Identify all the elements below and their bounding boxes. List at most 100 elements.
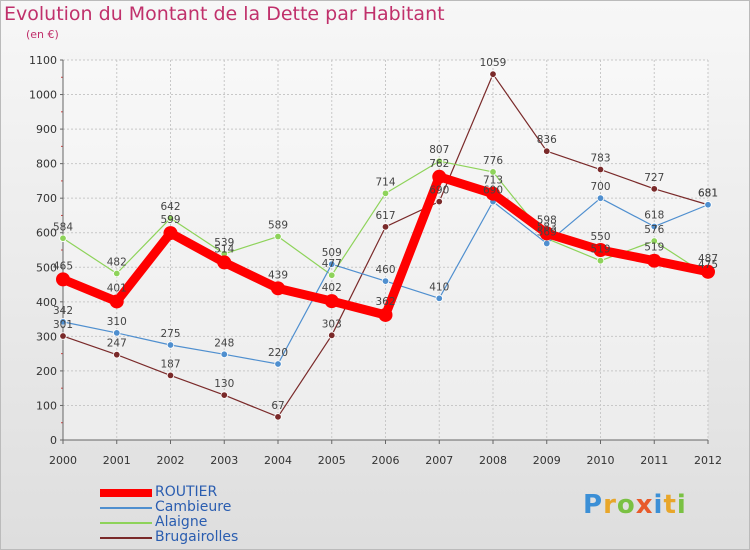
data-label-routier: 402 <box>322 282 342 294</box>
data-label-alaigne: 807 <box>429 144 449 156</box>
data-label-cambieure: 690 <box>483 185 503 197</box>
data-label-alaigne: 584 <box>53 221 73 233</box>
data-label-routier: 598 <box>537 214 557 226</box>
x-tick-label: 2007 <box>425 454 453 467</box>
proxiti-logo: Proxiti <box>583 490 687 520</box>
x-tick-label: 2006 <box>372 454 400 467</box>
x-tick-label: 2005 <box>318 454 346 467</box>
y-tick-label: 800 <box>36 158 57 171</box>
data-point-brugairolles <box>650 185 658 193</box>
data-label-alaigne: 776 <box>483 155 503 167</box>
x-tick-label: 2003 <box>210 454 238 467</box>
data-label-brugairolles: 727 <box>644 172 664 184</box>
data-point-routier <box>593 243 608 257</box>
data-point-cambieure <box>328 260 336 268</box>
data-point-brugairolles <box>220 391 228 399</box>
data-point-brugairolles <box>328 331 336 340</box>
data-point-brugairolles <box>596 165 605 174</box>
data-point-alaigne <box>166 214 175 222</box>
legend-label-alaigne: Alaigne <box>155 514 208 530</box>
x-tick-label: 2004 <box>264 454 292 467</box>
data-point-cambieure <box>596 194 605 202</box>
data-point-cambieure <box>650 222 658 231</box>
y-tick-label: 500 <box>36 261 57 274</box>
data-label-routier: 762 <box>429 158 449 170</box>
legend-swatch-brugairolles <box>100 537 152 539</box>
legend-label-brugairolles: Brugairolles <box>155 529 239 545</box>
x-tick-label: 2002 <box>157 454 185 467</box>
y-tick-label: 600 <box>36 227 57 240</box>
data-label-brugairolles: 836 <box>537 134 557 146</box>
data-point-cambieure <box>543 239 551 248</box>
axes: 0 100 200 300 400 500 600 700 800 900 1000 1100 2000… <box>29 54 722 467</box>
data-point-alaigne <box>489 168 497 176</box>
legend-swatch-routier <box>100 489 152 497</box>
data-point-brugairolles <box>381 223 390 231</box>
legend-swatch-cambieure <box>100 507 152 509</box>
data-label-routier: 362 <box>375 296 395 308</box>
y-tick-label: 700 <box>36 192 57 205</box>
y-tick-label: 300 <box>36 330 57 343</box>
data-label-cambieure: 681 <box>698 188 718 200</box>
data-label-brugairolles: 247 <box>107 338 127 350</box>
data-label-routier: 401 <box>107 282 127 294</box>
data-label-alaigne: 642 <box>160 201 180 213</box>
data-point-routier <box>539 226 554 241</box>
data-point-alaigne <box>381 189 390 198</box>
y-tick-label: 100 <box>36 399 57 412</box>
data-point-alaigne <box>328 271 336 279</box>
data-label-brugairolles: 301 <box>53 319 73 331</box>
data-label-routier: 514 <box>214 243 234 255</box>
data-label-cambieure: 569 <box>537 226 557 238</box>
data-label-alaigne: 589 <box>268 220 288 232</box>
y-tick-label: 0 <box>50 434 57 447</box>
chart-subtitle: (en €) <box>26 28 59 41</box>
data-label-routier: 465 <box>53 260 73 272</box>
legend-label-routier: ROUTIER <box>155 484 218 500</box>
data-label-alaigne: 714 <box>375 176 395 188</box>
data-label-brugairolles: 130 <box>214 378 234 390</box>
data-label-brugairolles: 67 <box>271 400 284 412</box>
data-point-routier <box>56 272 70 287</box>
data-label-routier: 439 <box>268 269 288 281</box>
data-point-cambieure <box>381 277 390 285</box>
y-tick-label: 400 <box>36 296 57 309</box>
data-point-cambieure <box>220 350 228 359</box>
data-label-brugairolles: 187 <box>160 358 180 370</box>
data-label-cambieure: 310 <box>107 316 127 328</box>
data-label-alaigne: 519 <box>590 244 610 256</box>
x-tick-label: 2010 <box>587 454 615 467</box>
data-point-cambieure <box>113 329 121 337</box>
data-label-alaigne: 576 <box>644 224 664 236</box>
data-point-routier <box>432 169 447 184</box>
data-point-routier <box>701 264 715 279</box>
data-label-cambieure: 509 <box>322 247 342 259</box>
data-label-alaigne: 477 <box>322 258 342 270</box>
data-point-routier <box>324 294 339 309</box>
data-label-cambieure: 700 <box>590 181 610 193</box>
data-point-cambieure <box>59 318 67 326</box>
data-point-routier <box>163 226 178 241</box>
data-point-routier <box>217 255 232 270</box>
data-labels: 301 247 187 130 67 303 617 690 1059 836 783 727 681 5… <box>53 57 718 412</box>
data-label-alaigne: 482 <box>107 256 127 268</box>
legend-label-cambieure: Cambieure <box>155 499 232 515</box>
data-point-routier <box>378 307 393 322</box>
x-tick-label: 2011 <box>640 454 668 467</box>
data-point-routier <box>271 281 285 296</box>
data-label-cambieure: 342 <box>53 305 73 317</box>
data-label-routier: 599 <box>160 214 180 226</box>
data-label-brugairolles: 303 <box>322 318 342 330</box>
data-point-brugairolles <box>166 371 175 380</box>
data-label-routier: 487 <box>698 253 718 265</box>
x-tick-label: 2000 <box>49 454 77 467</box>
data-point-brugairolles <box>59 332 67 340</box>
data-point-routier <box>109 294 124 309</box>
data-label-brugairolles: 783 <box>590 153 610 165</box>
data-point-cambieure <box>166 341 175 349</box>
data-point-cambieure <box>274 360 282 368</box>
data-point-cambieure <box>435 294 443 303</box>
y-tick-label: 1000 <box>29 89 57 102</box>
data-label-brugairolles: 690 <box>429 185 449 197</box>
